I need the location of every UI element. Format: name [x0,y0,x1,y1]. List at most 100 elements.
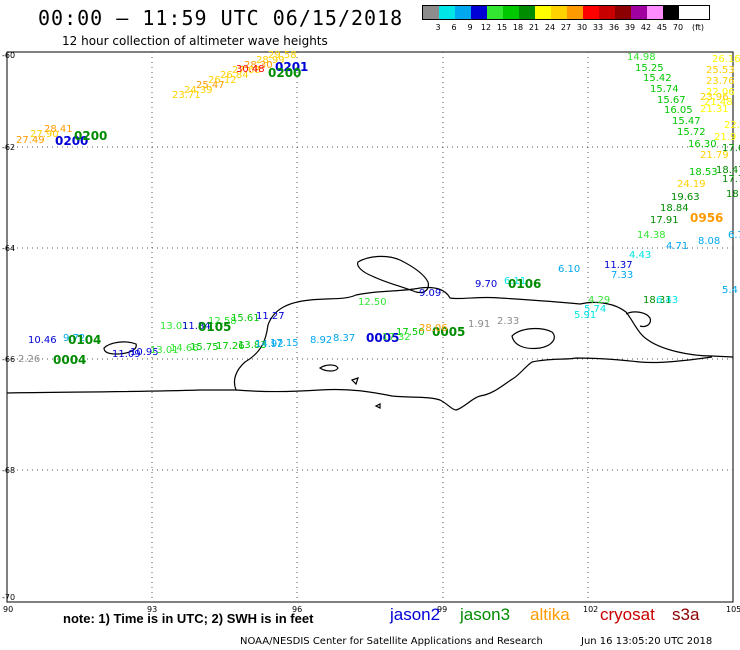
legend-swatch [455,6,471,19]
wave-height-label: 9.09 [419,288,441,299]
wave-height-label: 17.32 [382,332,411,343]
legend-tick-label: 33 [592,23,604,32]
wave-height-label: 29.58 [268,50,297,61]
wave-height-label: 10.46 [28,335,57,346]
gridlines [7,52,733,602]
footer-note: note: 1) Time is in UTC; 2) SWH is in fe… [63,611,314,626]
wave-height-label: 15.67 [657,95,686,106]
credit-line: NOAA/NESDIS Center for Satellite Applica… [240,636,543,647]
wave-height-label: 0200 [268,66,301,80]
wave-height-label: 28.30 [244,60,273,71]
legend-swatch [471,6,487,19]
legend-tick-label: 30 [576,23,588,32]
legend-swatch [503,6,519,19]
wave-height-label: 4.29 [588,295,610,306]
wave-height-label: 18 [726,189,739,200]
legend-tick-label: (ft) [691,23,705,32]
latitude-label: -70 [2,593,15,602]
color-legend: 3 6 9 12 15 18 21 24 27 30 33 36 39 42 45 70 (ft) [422,5,710,32]
wave-height-label: 6.11 [504,276,526,287]
latitude-label: -64 [2,244,15,253]
wave-height-label: 13.01 [150,345,179,356]
wave-height-label: 15.25 [635,63,664,74]
wave-height-label: 22.5 [724,120,740,131]
wave-height-label: 17.6 [722,143,740,154]
legend-tick-label: 39 [624,23,636,32]
legend-ticks: 3 6 9 12 15 18 21 24 27 30 33 36 39 42 45 70 (ft) [430,23,710,32]
wave-height-label: 2.33 [497,316,519,327]
satellite-name: s3a [672,605,700,624]
wave-height-label: 0104 [68,333,101,347]
wave-height-label: 16.30 [688,139,717,150]
coastline [6,255,734,411]
legend-tick-label: 18 [512,23,524,32]
legend-swatch [423,6,439,19]
wave-height-label: 21.31 [700,104,729,115]
wave-height-label: 8.92 [310,335,332,346]
satellite-name: jason2 [390,605,441,624]
wave-height-label: 21.48 [704,97,733,108]
wave-height-label: 4.43 [629,250,651,261]
wave-height-label: 17.79 [722,174,740,185]
wave-height-label: 17.91 [650,215,679,226]
wave-height-label: 17.50 [396,327,425,338]
wave-height-label: 25.53 [706,65,735,76]
wave-height-label: 4.71 [666,241,688,252]
legend-tick-label: 42 [640,23,652,32]
wave-height-label: 14.66 [170,343,199,354]
wave-height-label: 8.08 [698,236,720,247]
legend-swatch [663,6,679,19]
legend-swatch [487,6,503,19]
wave-height-label: 0956 [690,211,723,225]
wave-height-label: 15.75 [190,342,219,353]
wave-height-label: 21.9 [714,132,736,143]
wave-height-label: 6.10 [558,264,580,275]
wave-height-label: 14.38 [637,230,666,241]
wave-height-label: 26.12 [208,75,237,86]
wave-height-label: 28.41 [44,124,73,135]
wave-height-label: 23.76 [706,76,735,87]
legend-swatches [422,5,710,20]
wave-height-label: 15.61 [231,313,260,324]
wave-height-label: 1.91 [468,319,490,330]
legend-tick-label: 9 [467,23,473,32]
wave-height-label: 23.96 [700,92,729,103]
wave-height-label: 27.68 [232,65,261,76]
latitude-label: -66 [2,355,15,364]
wave-height-label: 9.70 [475,279,497,290]
satellite-name: cryosat [600,605,655,624]
legend-tick-label: 45 [656,23,668,32]
legend-swatch [439,6,455,19]
page-subtitle: 12 hour collection of altimeter wave hei… [62,34,328,48]
wave-height-label: 10.95 [130,347,159,358]
wave-height-label: 23.71 [172,90,201,101]
wave-height-label: 27.49 [16,135,45,146]
wave-height-label: 25.47 [196,80,225,91]
map-frame [6,51,734,603]
wave-height-label: 17.26 [216,341,245,352]
wave-height-label: 15.42 [643,73,672,84]
wave-height-label: 5.74 [584,304,606,315]
latitude-label: -60 [2,51,15,60]
legend-swatch [615,6,631,19]
longitude-label: 96 [292,605,302,614]
wave-height-label: 18.31 [643,295,672,306]
longitude-label: 102 [583,605,598,614]
legend-swatch [519,6,535,19]
wave-height-label: 17.15 [270,338,299,349]
legend-swatch [567,6,583,19]
legend-tick-label: 36 [608,23,620,32]
wave-height-label: 0200 [74,129,107,143]
wave-height-label: 0005 [432,325,465,339]
wave-height-label: 0105 [198,320,231,334]
wave-height-label: 18.84 [660,203,689,214]
wave-height-label: 2.26 [18,354,40,365]
latitude-label: -68 [2,466,15,475]
satellite-name: jason3 [460,605,511,624]
legend-tick-label: 70 [672,23,684,32]
wave-height-label: 0004 [53,353,86,367]
wave-height-label: 28.06 [419,323,448,334]
legend-tick-label: 27 [560,23,572,32]
legend-tick-label: 21 [528,23,540,32]
wave-height-label: 13.83 [238,340,267,351]
